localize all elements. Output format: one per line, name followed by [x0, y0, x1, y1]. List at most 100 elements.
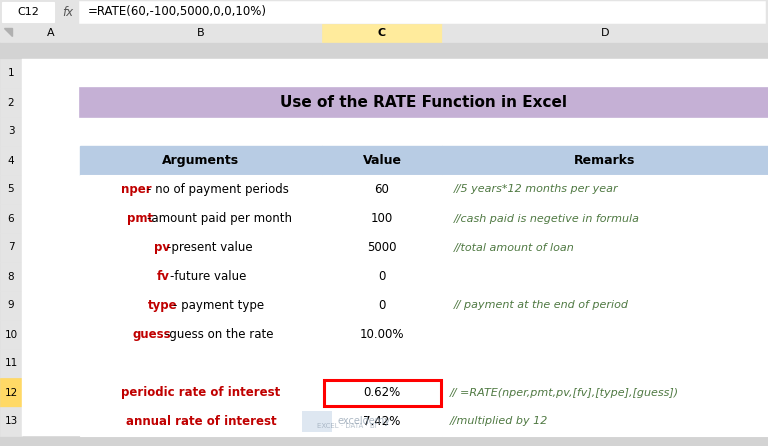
Text: - payment type: - payment type [174, 299, 264, 312]
Bar [80, 146, 322, 175]
Bar [22, 291, 80, 320]
Text: Value: Value [362, 154, 402, 167]
Text: 2: 2 [8, 98, 15, 107]
Text: //5 years*12 months per year: //5 years*12 months per year [454, 185, 619, 194]
Bar [442, 233, 768, 262]
Bar [80, 233, 322, 262]
Bar [322, 320, 442, 349]
Bar [80, 349, 322, 378]
Bar [442, 349, 768, 378]
Text: 3: 3 [8, 127, 15, 136]
Bar [80, 378, 322, 407]
Text: 13: 13 [5, 417, 18, 426]
Bar [22, 320, 80, 349]
Bar [322, 233, 442, 262]
Text: 0.62%: 0.62% [363, 386, 401, 399]
Bar [80, 407, 322, 436]
Bar [0, 291, 22, 320]
Text: type: type [147, 299, 177, 312]
Text: A: A [47, 28, 55, 38]
Bar [80, 175, 322, 204]
Bar [322, 291, 442, 320]
Text: 0: 0 [379, 270, 386, 283]
Bar [322, 146, 442, 175]
Text: - no of payment periods: - no of payment periods [147, 183, 290, 196]
Bar [80, 262, 322, 291]
Bar [442, 320, 768, 349]
Bar [322, 262, 442, 291]
Bar [0, 0, 768, 24]
Bar [80, 88, 768, 117]
Bar [80, 320, 322, 349]
Bar [442, 59, 768, 88]
Bar [442, 378, 768, 407]
Bar [322, 175, 442, 204]
Bar [0, 175, 22, 204]
Bar [0, 320, 22, 349]
Text: 12: 12 [5, 388, 18, 397]
Text: 6: 6 [8, 214, 15, 223]
Bar [0, 59, 22, 88]
Bar [442, 88, 768, 117]
Bar [22, 407, 80, 436]
Text: // =RATE(nper,pmt,pv,[fv],[type],[guess]): // =RATE(nper,pmt,pv,[fv],[type],[guess]… [450, 388, 679, 397]
Bar [2, 2, 54, 22]
Bar [322, 407, 442, 436]
Bar [0, 24, 768, 42]
Bar [22, 204, 80, 233]
Bar [80, 204, 322, 233]
Bar [322, 378, 442, 407]
Bar [22, 59, 80, 88]
Text: //multiplied by 12: //multiplied by 12 [450, 417, 548, 426]
Text: pv: pv [154, 241, 170, 254]
Bar [80, 233, 322, 262]
Bar [442, 262, 768, 291]
Bar [322, 146, 442, 175]
Bar [22, 233, 80, 262]
Bar [0, 117, 22, 146]
Bar [442, 291, 768, 320]
Bar [442, 175, 768, 204]
Bar [322, 204, 442, 233]
Bar [80, 204, 322, 233]
Text: 60: 60 [375, 183, 389, 196]
Bar [80, 146, 322, 175]
Bar [22, 349, 80, 378]
Bar [442, 291, 768, 320]
Text: exceldemy: exceldemy [337, 417, 390, 426]
Text: B: B [197, 28, 205, 38]
Bar [80, 175, 322, 204]
Bar [322, 175, 442, 204]
Bar [0, 407, 22, 436]
Bar [80, 407, 322, 436]
Bar [22, 117, 80, 146]
Text: 11: 11 [5, 359, 18, 368]
Bar [442, 233, 768, 262]
Bar [0, 349, 22, 378]
Bar [322, 320, 442, 349]
Text: -future value: -future value [170, 270, 247, 283]
Text: EXCEL · DATA · BI: EXCEL · DATA · BI [317, 423, 377, 429]
Text: -guess on the rate: -guess on the rate [165, 328, 273, 341]
Text: D: D [601, 28, 609, 38]
Text: -amount paid per month: -amount paid per month [147, 212, 292, 225]
Bar [80, 320, 322, 349]
Bar [322, 378, 442, 407]
Bar [442, 24, 768, 42]
Text: C: C [378, 28, 386, 38]
Text: 5000: 5000 [367, 241, 397, 254]
Text: // payment at the end of period: // payment at the end of period [454, 301, 629, 310]
Bar [442, 378, 768, 407]
Bar [442, 204, 768, 233]
Bar [322, 291, 442, 320]
Text: fv: fv [157, 270, 170, 283]
Text: annual rate of interest: annual rate of interest [126, 415, 276, 428]
Bar [322, 59, 442, 88]
Bar [80, 59, 322, 88]
Text: =RATE(60,-100,5000,0,0,10%): =RATE(60,-100,5000,0,0,10%) [88, 5, 267, 18]
Bar [0, 233, 22, 262]
Text: -present value: -present value [167, 241, 253, 254]
Bar [0, 88, 22, 117]
Bar [442, 146, 768, 175]
Bar [322, 407, 442, 436]
